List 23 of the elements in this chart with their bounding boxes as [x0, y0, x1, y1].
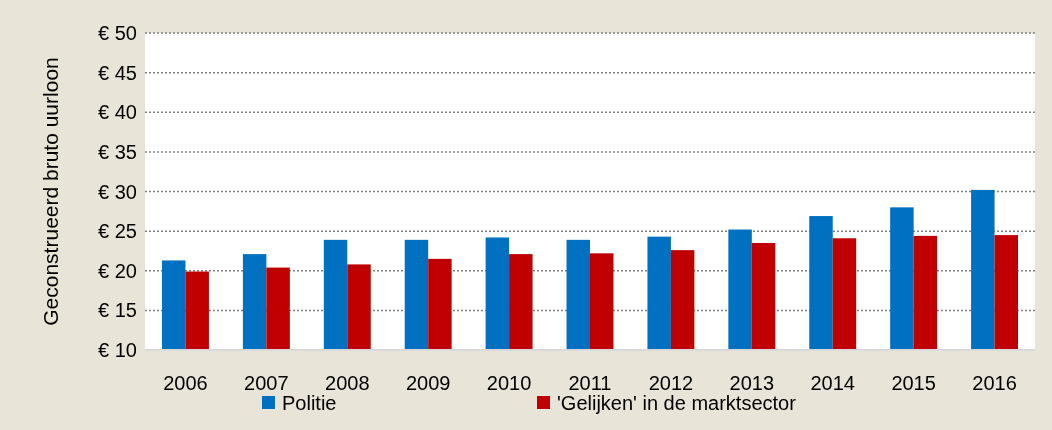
- y-tick-label: € 50: [98, 22, 137, 44]
- legend-label: 'Gelijken' in de marktsector: [557, 392, 797, 414]
- x-tick-label: 2013: [729, 372, 775, 394]
- x-tick-label: 2010: [486, 372, 532, 394]
- x-tick-label: 2006: [163, 372, 208, 394]
- y-tick-label: € 30: [98, 180, 137, 203]
- y-tick-label: € 35: [98, 140, 137, 163]
- x-tick-label: 2008: [325, 372, 370, 394]
- x-tick-label: 2012: [648, 372, 694, 394]
- x-tick-label: 2009: [405, 372, 451, 394]
- y-tick-label: € 45: [98, 61, 137, 84]
- legend-label: Politie: [282, 392, 337, 414]
- y-tick-label: € 40: [98, 101, 137, 124]
- y-tick-label: € 20: [98, 259, 137, 282]
- y-tick-label: € 25: [98, 220, 137, 243]
- x-tick-label: 2014: [810, 372, 855, 394]
- x-tick-label: 2007: [244, 372, 289, 394]
- y-tick-label: € 10: [98, 339, 137, 361]
- y-axis-title: Geconstrueerd bruto uurloon: [39, 57, 62, 326]
- x-tick-label: 2011: [568, 372, 612, 394]
- x-tick-label: 2015: [891, 372, 936, 394]
- x-tick-label: 2016: [972, 372, 1017, 394]
- y-tick-label: € 15: [98, 299, 137, 322]
